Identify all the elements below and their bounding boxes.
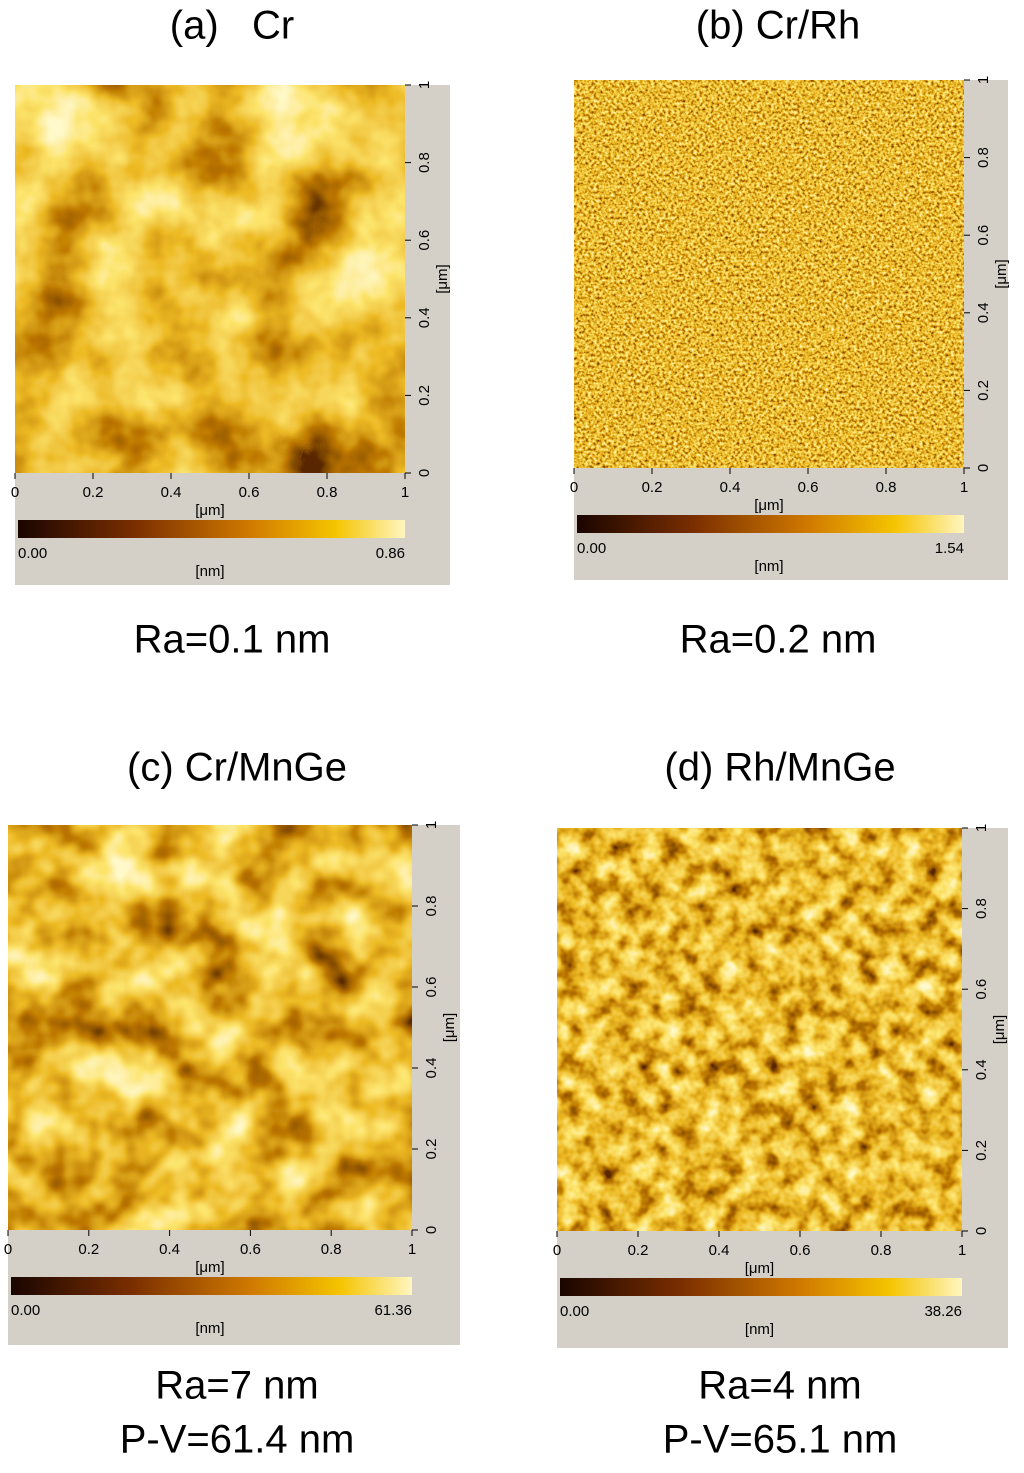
colorbar-min: 0.00	[560, 1303, 589, 1320]
y-unit: [μm]	[434, 264, 451, 293]
colorbar	[577, 515, 964, 533]
panel-title: (b) Cr/Rh	[696, 4, 860, 48]
x-tick-label: 0.6	[239, 484, 260, 501]
x-tick-label: 0.2	[628, 1242, 649, 1259]
colorbar-unit: [nm]	[195, 563, 224, 580]
x-unit: [μm]	[754, 497, 783, 514]
y-tick-label: 0.8	[973, 898, 990, 919]
y-tick-label: 0.8	[423, 896, 440, 917]
panel: (c) Cr/MnGe 0 0.2 0.4 0.6 0.8 1 [μm] 0 0.2 0.4 0.6 0…	[4, 746, 460, 1462]
y-tick-label: 1	[975, 76, 992, 84]
y-tick-label: 0.6	[416, 230, 433, 251]
colorbar	[18, 520, 405, 538]
panel: (b) Cr/Rh 0 0.2 0.4 0.6 0.8 1 [μm] 0 0.2 0.4 0.6 0.8…	[570, 4, 1010, 662]
x-tick-label: 0.2	[642, 479, 663, 496]
y-tick-label: 0.8	[975, 147, 992, 168]
y-tick-label: 0.2	[973, 1140, 990, 1161]
colorbar-max: 61.36	[374, 1302, 412, 1319]
colorbar-unit: [nm]	[195, 1320, 224, 1337]
y-tick-label: 0.4	[975, 302, 992, 323]
y-tick-label: 0	[416, 469, 433, 477]
x-tick-label: 0.4	[709, 1242, 730, 1259]
colorbar	[11, 1277, 412, 1295]
x-tick-label: 0.6	[790, 1242, 811, 1259]
x-tick-label: 0.8	[876, 479, 897, 496]
x-tick-label: 0.8	[317, 484, 338, 501]
x-tick-label: 0	[4, 1241, 12, 1258]
y-unit: [μm]	[991, 1015, 1008, 1044]
x-tick-label: 1	[958, 1242, 966, 1259]
roughness-note: Ra=7 nm	[155, 1364, 318, 1408]
afm-image	[8, 825, 412, 1230]
colorbar-min: 0.00	[18, 545, 47, 562]
colorbar-min: 0.00	[11, 1302, 40, 1319]
colorbar-min: 0.00	[577, 540, 606, 557]
y-tick-label: 0.8	[416, 152, 433, 173]
afm-image	[15, 85, 405, 473]
y-tick-label: 0.6	[973, 979, 990, 1000]
x-tick-label: 0.6	[240, 1241, 261, 1258]
roughness-note: Ra=4 nm	[698, 1364, 861, 1408]
x-tick-label: 0.4	[159, 1241, 180, 1258]
y-tick-label: 0.6	[423, 977, 440, 998]
afm-image	[557, 828, 962, 1231]
y-tick-label: 0	[973, 1227, 990, 1235]
y-tick-label: 0.2	[416, 385, 433, 406]
colorbar	[560, 1278, 962, 1296]
colorbar-unit: [nm]	[754, 558, 783, 575]
roughness-note: Ra=0.1 nm	[134, 618, 331, 662]
y-unit: [μm]	[993, 259, 1010, 288]
y-tick-label: 0.2	[423, 1139, 440, 1160]
panel-title: (a) Cr	[170, 4, 294, 48]
roughness-note: P-V=65.1 nm	[663, 1418, 898, 1462]
x-tick-label: 0.2	[83, 484, 104, 501]
y-unit: [μm]	[441, 1013, 458, 1042]
x-tick-label: 0.2	[78, 1241, 99, 1258]
x-tick-label: 1	[401, 484, 409, 501]
y-tick-label: 0.4	[416, 307, 433, 328]
x-tick-label: 0.8	[321, 1241, 342, 1258]
x-tick-label: 0	[553, 1242, 561, 1259]
roughness-note: P-V=61.4 nm	[120, 1418, 355, 1462]
x-unit: [μm]	[195, 502, 224, 519]
panel: (a) Cr 0 0.2 0.4 0.6 0.8 1 [μm] 0 0.2 0.4 0.6 0.8 1 [μ…	[11, 4, 451, 662]
y-tick-label: 1	[416, 81, 433, 89]
x-unit: [μm]	[745, 1260, 774, 1277]
x-tick-label: 0.4	[720, 479, 741, 496]
colorbar-unit: [nm]	[745, 1321, 774, 1338]
y-tick-label: 0	[975, 464, 992, 472]
x-tick-label: 0.8	[871, 1242, 892, 1259]
x-tick-label: 1	[408, 1241, 416, 1258]
x-unit: [μm]	[195, 1259, 224, 1276]
roughness-note: Ra=0.2 nm	[680, 618, 877, 662]
colorbar-max: 0.86	[376, 545, 405, 562]
y-tick-label: 0.2	[975, 380, 992, 401]
x-tick-label: 0.6	[798, 479, 819, 496]
x-tick-label: 0	[570, 479, 578, 496]
afm-image	[574, 80, 964, 468]
y-tick-label: 0.6	[975, 225, 992, 246]
colorbar-max: 38.26	[924, 1303, 962, 1320]
x-tick-label: 0.4	[161, 484, 182, 501]
y-tick-label: 0.4	[423, 1058, 440, 1079]
y-tick-label: 1	[423, 821, 440, 829]
y-tick-label: 0	[423, 1226, 440, 1234]
panel-title: (c) Cr/MnGe	[127, 746, 347, 790]
x-tick-label: 0	[11, 484, 19, 501]
y-tick-label: 0.4	[973, 1059, 990, 1080]
y-tick-label: 1	[973, 824, 990, 832]
panel-title: (d) Rh/MnGe	[664, 746, 895, 790]
colorbar-max: 1.54	[935, 540, 964, 557]
panel: (d) Rh/MnGe 0 0.2 0.4 0.6 0.8 1 [μm] 0 0.2 0.4 0.6 0…	[553, 746, 1008, 1462]
x-tick-label: 1	[960, 479, 968, 496]
